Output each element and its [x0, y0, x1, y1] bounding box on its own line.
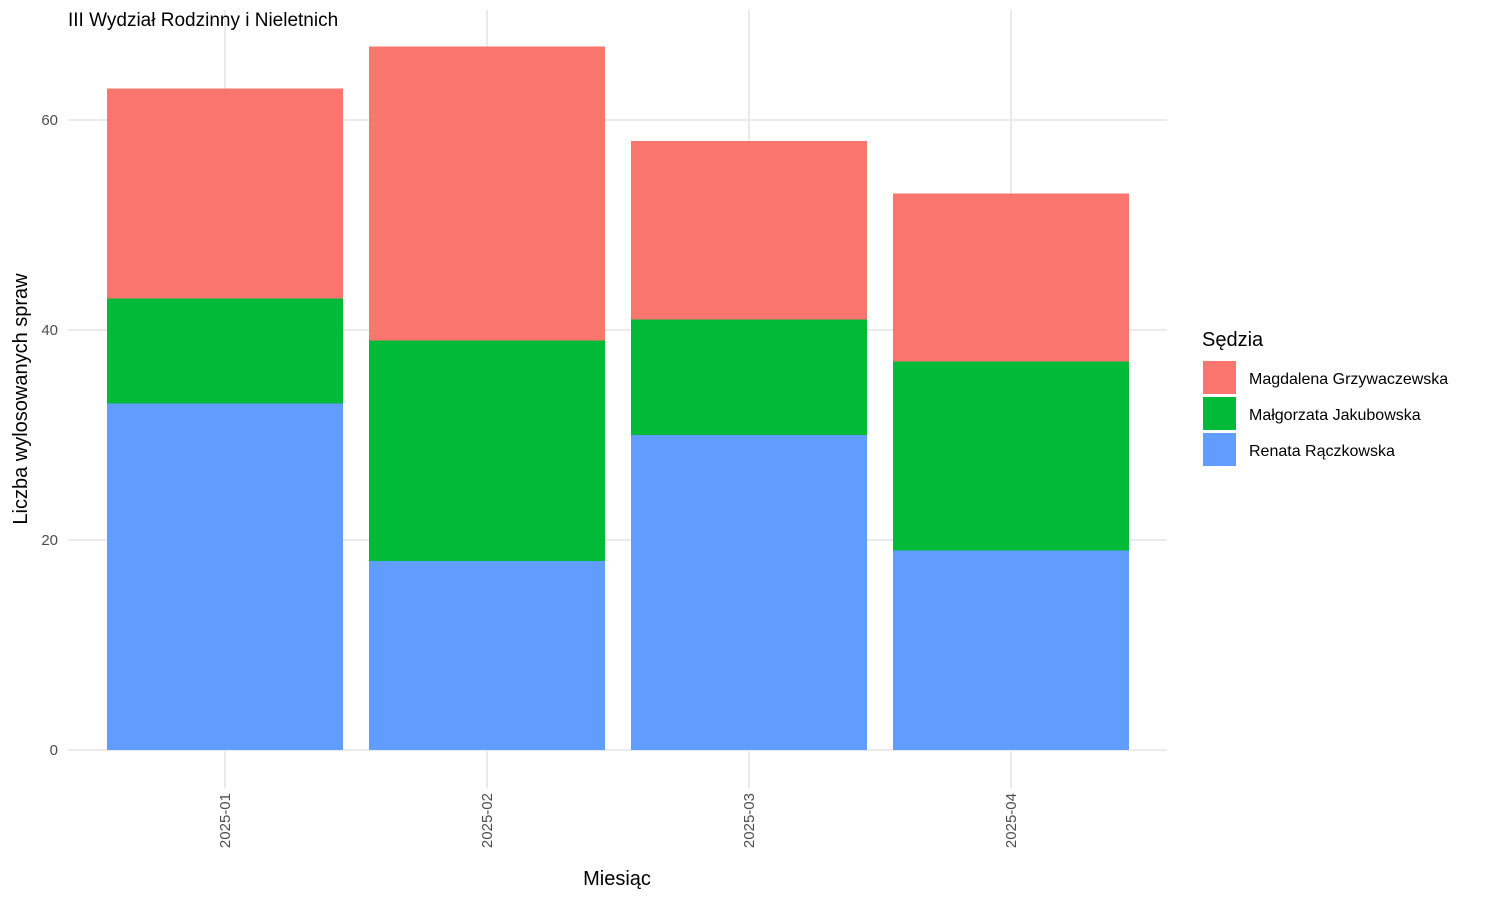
x-tick-label-2025-04: 2025-04 [1003, 793, 1020, 848]
legend-label-magdalena-grzywaczewska: Magdalena Grzywaczewska [1249, 371, 1448, 388]
bar-2025-01-magdalena-grzywaczewska [107, 88, 343, 299]
legend-label-małgorzata-jakubowska: Małgorzata Jakubowska [1249, 407, 1421, 424]
y-tick-label-40: 40 [41, 322, 58, 339]
bar-2025-02-małgorzata-jakubowska [369, 340, 605, 561]
legend-key-małgorzata-jakubowska [1203, 397, 1236, 430]
bar-2025-03-małgorzata-jakubowska [631, 319, 867, 435]
bar-2025-03-magdalena-grzywaczewska [631, 141, 867, 320]
bar-2025-02-magdalena-grzywaczewska [369, 46, 605, 341]
y-axis-title: Liczba wylosowanych spraw [10, 273, 32, 525]
bar-2025-04-małgorzata-jakubowska [893, 361, 1129, 551]
bar-2025-03-renata-rączkowska [631, 435, 867, 750]
legend-label-renata-rączkowska: Renata Rączkowska [1249, 443, 1395, 460]
y-axis-ticks: 0 20 40 60 [41, 112, 58, 759]
x-tick-label-2025-02: 2025-02 [479, 793, 496, 848]
bar-2025-04-renata-rączkowska [893, 550, 1129, 750]
x-axis-ticks: 2025-01 2025-02 2025-03 2025-04 [217, 793, 1020, 848]
legend-items: Magdalena Grzywaczewska Małgorzata Jakubo… [1203, 361, 1448, 466]
x-tick-label-2025-01: 2025-01 [217, 793, 234, 848]
bar-2025-04-magdalena-grzywaczewska [893, 193, 1129, 362]
legend: Sędzia Magdalena Grzywaczewska Małgorzata… [1202, 329, 1448, 466]
y-tick-label-60: 60 [41, 112, 58, 129]
bars [107, 46, 1129, 750]
bar-2025-01-małgorzata-jakubowska [107, 298, 343, 404]
legend-key-renata-rączkowska [1203, 433, 1236, 466]
y-tick-label-20: 20 [41, 532, 58, 549]
x-tick-label-2025-03: 2025-03 [741, 793, 758, 848]
chart-title: III Wydział Rodzinny i Nieletnich [68, 10, 338, 31]
legend-key-magdalena-grzywaczewska [1203, 361, 1236, 394]
x-axis-title: Miesiąc [583, 868, 651, 890]
legend-title: Sędzia [1202, 329, 1264, 351]
bar-2025-01-renata-rączkowska [107, 403, 343, 750]
bar-2025-02-renata-rączkowska [369, 561, 605, 750]
y-tick-label-0: 0 [50, 742, 58, 759]
